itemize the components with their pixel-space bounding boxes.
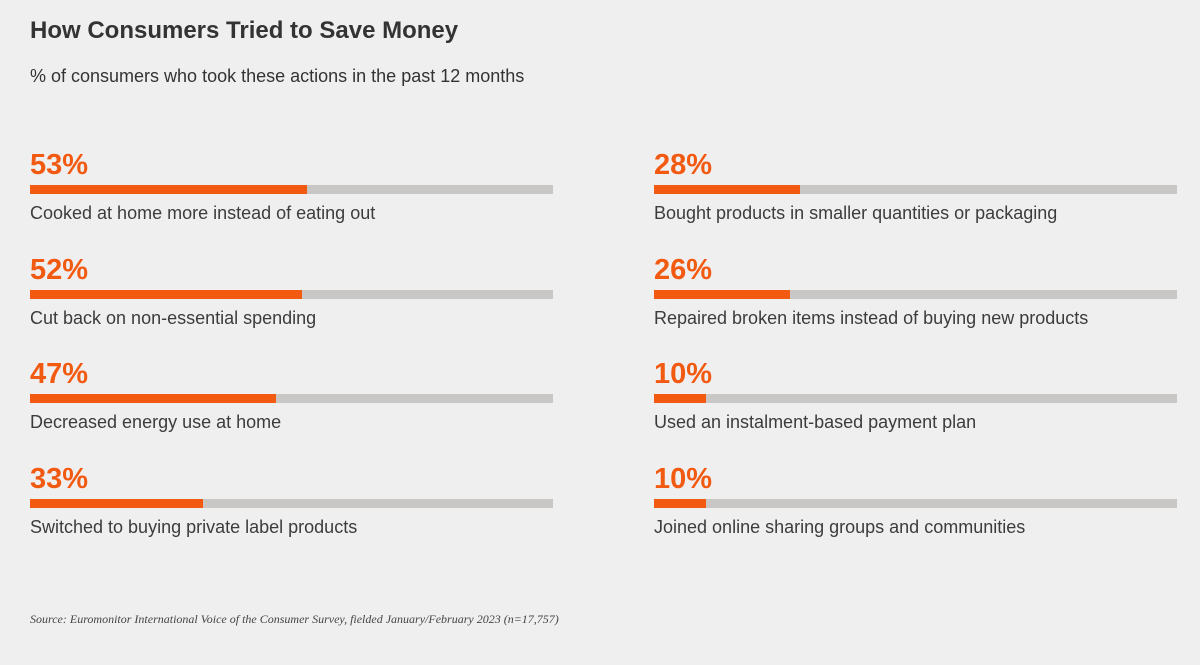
bar-item: 10% Used an instalment-based payment plan	[654, 357, 1177, 452]
data-label: 47%	[30, 358, 89, 390]
data-label: 52%	[30, 253, 89, 286]
bar-track	[654, 289, 1177, 299]
category-label: Decreased energy use at home	[30, 412, 282, 432]
bar-track	[30, 394, 553, 403]
chart-title: How Consumers Tried to Save Money	[30, 17, 459, 44]
source-note: Source: Euromonitor International Voice …	[30, 612, 559, 626]
bar-track	[654, 394, 1177, 403]
bar-item: 52% Cut back on non-essential spending	[30, 253, 553, 348]
chart-subtitle: % of consumers who took these actions in…	[30, 66, 525, 86]
data-label: 33%	[30, 462, 89, 495]
data-label: 10%	[654, 462, 713, 495]
data-label: 10%	[654, 358, 713, 390]
bar	[654, 185, 801, 194]
bar-track	[30, 185, 553, 194]
bar-item: 33% Switched to buying private label prod…	[30, 462, 553, 557]
category-label: Switched to buying private label product…	[30, 516, 358, 537]
bar-item: 47% Decreased energy use at home	[30, 357, 553, 452]
bar	[654, 498, 707, 508]
bar-item: 28% Bought products in smaller quantities…	[654, 148, 1177, 243]
data-label: 26%	[654, 253, 713, 286]
bar-item: 10% Joined online sharing groups and comm…	[654, 462, 1177, 557]
category-label: Used an instalment-based payment plan	[654, 412, 977, 432]
bar	[30, 394, 276, 403]
bar	[30, 498, 203, 508]
data-label: 28%	[654, 149, 713, 181]
bar-item: 26% Repaired broken items instead of buyi…	[654, 253, 1177, 348]
bar	[30, 289, 302, 299]
bar	[654, 394, 707, 403]
bar-item: 53% Cooked at home more instead of eating…	[30, 148, 553, 243]
data-label: 53%	[30, 149, 89, 181]
category-label: Cut back on non-essential spending	[30, 307, 317, 328]
bar-track	[654, 498, 1177, 508]
bar	[654, 289, 790, 299]
category-label: Repaired broken items instead of buying …	[654, 307, 1089, 328]
category-label: Cooked at home more instead of eating ou…	[30, 203, 376, 223]
bar	[30, 185, 308, 194]
bar-track	[654, 185, 1177, 194]
category-label: Joined online sharing groups and communi…	[654, 516, 1026, 537]
bar-track	[30, 289, 553, 299]
bar-track	[30, 498, 553, 508]
category-label: Bought products in smaller quantities or…	[654, 203, 1058, 223]
